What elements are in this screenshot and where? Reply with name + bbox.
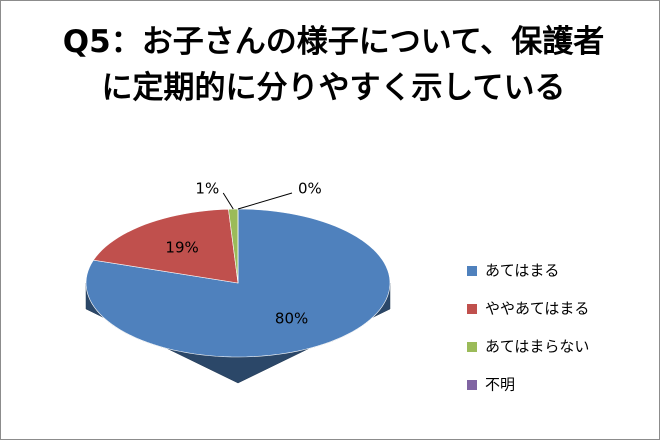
data-label: 1% bbox=[195, 180, 219, 198]
leader-line bbox=[222, 192, 234, 210]
data-label: 80% bbox=[275, 309, 308, 327]
chart-title: Q5：お子さんの様子について、保護者に定期的に分りやすく示している bbox=[62, 24, 605, 106]
slice bbox=[92, 208, 239, 284]
legend-swatch bbox=[467, 380, 477, 390]
legend-swatch bbox=[467, 304, 477, 314]
data-label: 19% bbox=[165, 238, 198, 256]
legend-label: あてはまる bbox=[485, 262, 559, 280]
data-label: 0% bbox=[298, 180, 322, 198]
legend-label: あてはまらない bbox=[485, 338, 589, 356]
legend-swatch bbox=[467, 342, 477, 352]
legend-label: 不明 bbox=[485, 376, 515, 394]
legend-swatch bbox=[467, 266, 477, 276]
legend-label: ややあてはまる bbox=[485, 300, 589, 318]
leader-line bbox=[237, 192, 293, 210]
